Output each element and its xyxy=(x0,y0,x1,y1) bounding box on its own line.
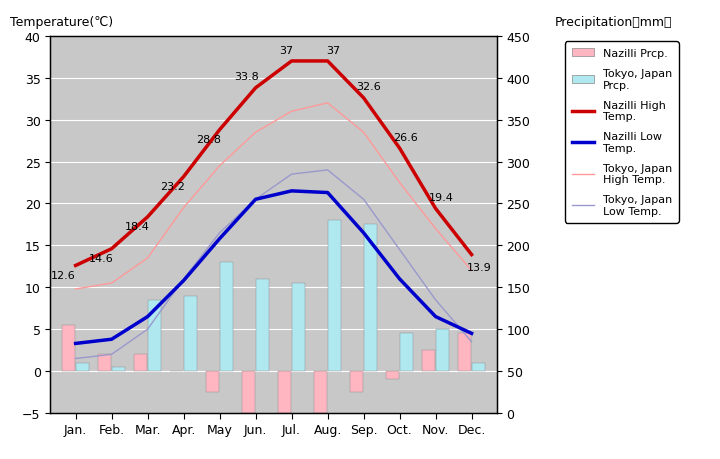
Text: 33.8: 33.8 xyxy=(234,72,259,82)
Bar xyxy=(351,371,363,392)
Bar xyxy=(99,354,111,371)
Text: Temperature(℃): Temperature(℃) xyxy=(10,16,113,29)
Text: 18.4: 18.4 xyxy=(125,222,149,232)
Bar xyxy=(256,279,269,371)
Bar xyxy=(364,225,377,371)
Bar xyxy=(135,354,147,371)
Text: 26.6: 26.6 xyxy=(392,133,418,142)
Bar xyxy=(63,325,75,371)
Text: 37: 37 xyxy=(326,45,340,56)
Text: Precipitation（mm）: Precipitation（mm） xyxy=(555,16,672,29)
Bar xyxy=(292,284,305,371)
Bar xyxy=(76,363,89,371)
Text: 28.8: 28.8 xyxy=(197,135,221,145)
Bar xyxy=(315,371,327,413)
Text: 23.2: 23.2 xyxy=(161,182,185,192)
Bar xyxy=(148,300,161,371)
Bar xyxy=(279,371,291,413)
Bar xyxy=(400,334,413,371)
Legend: Nazilli Prcp., Tokyo, Japan
Prcp., Nazilli High
Temp., Nazilli Low
Temp., Tokyo,: Nazilli Prcp., Tokyo, Japan Prcp., Nazil… xyxy=(565,42,678,223)
Text: 12.6: 12.6 xyxy=(50,270,76,280)
Bar xyxy=(328,221,341,371)
Text: 32.6: 32.6 xyxy=(356,82,382,92)
Bar xyxy=(459,334,471,371)
Text: 14.6: 14.6 xyxy=(89,254,113,264)
Bar xyxy=(184,296,197,371)
Bar xyxy=(436,330,449,371)
Bar xyxy=(243,371,255,413)
Bar xyxy=(112,367,125,371)
Bar xyxy=(207,371,219,392)
Text: 37: 37 xyxy=(279,45,293,56)
Text: 19.4: 19.4 xyxy=(428,193,454,203)
Bar xyxy=(423,350,435,371)
Bar xyxy=(220,263,233,371)
Bar xyxy=(472,363,485,371)
Text: 13.9: 13.9 xyxy=(467,262,491,272)
Bar xyxy=(387,371,399,380)
